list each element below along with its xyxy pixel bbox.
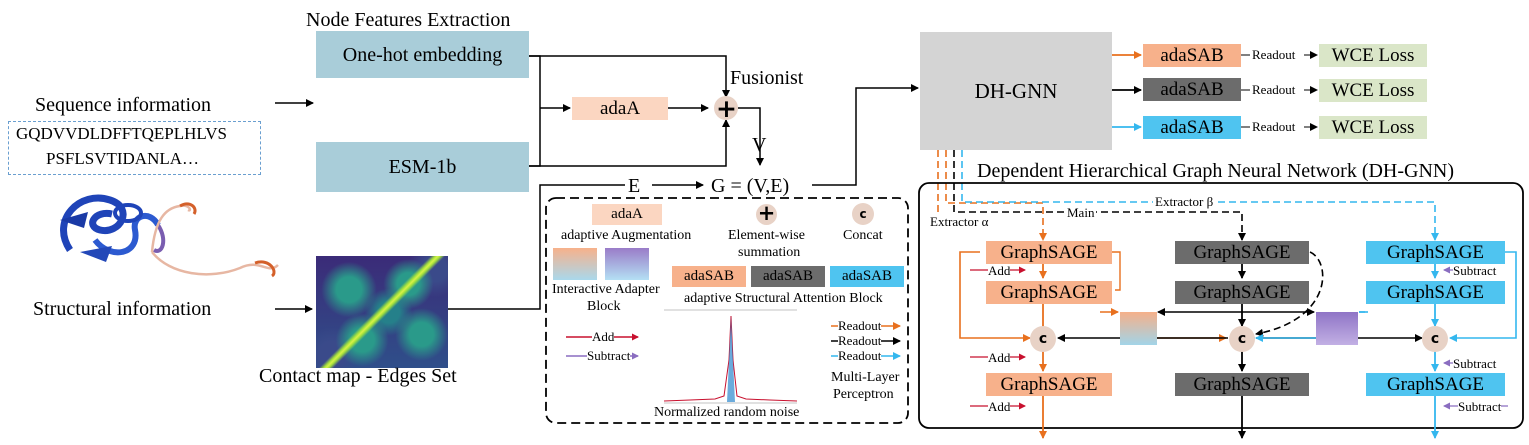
legend-adaA-box: adaA [592,204,662,225]
adapter-block-right [1316,312,1358,345]
fusion-label: Fusionist [730,67,804,89]
sequence-box [8,121,261,175]
legend-adasab-cyan: adaSAB [830,266,904,287]
legend-add-label: Add [592,329,615,344]
contact-map-label: Contact map - Edges Set [259,365,457,387]
concat-icon-right: c [1422,326,1448,352]
contact-map-image [316,256,448,368]
fusion-sum-icon [714,96,738,120]
output-loss-2: WCE Loss [1319,79,1427,102]
output-readout-3: Readout [1252,119,1296,134]
sequence-label: Sequence information [35,94,212,116]
graphsage-cyan-2: GraphSAGE [1366,281,1505,304]
legend-readout-1: Readout [838,318,882,333]
legend-sum-desc-2: summation [738,245,801,260]
structure-label: Structural information [33,298,212,320]
graphsage-main-2: GraphSAGE [1175,281,1309,304]
concat-icon-left: c [1030,326,1056,352]
legend-mlp-desc-2: Perceptron [833,387,894,402]
e-label: E [628,175,641,197]
output-adasab-2: adaSAB [1143,78,1241,101]
graphsage-orange-1: GraphSAGE [986,241,1112,264]
legend-readout-3: Readout [838,348,882,363]
esm-box: ESM-1b [316,142,529,192]
dhgnn-box: DH-GNN [920,32,1112,150]
subtract-label-1: Subtract [1453,263,1497,278]
onehot-embedding-box: One-hot embedding [316,31,529,78]
graph-label: G = (V,E) [711,175,790,197]
subtract-label-2: Subtract [1453,356,1497,371]
sequence-line-1: GQDVVDLDFFTQEPLHLVS [16,124,227,143]
legend-concat-icon: c [852,203,874,225]
fusion-plus: + [716,94,737,123]
legend-noise-label: Normalized random noise [654,405,800,420]
legend-plus: + [757,201,776,225]
protein-structure-image [60,194,279,278]
graphsage-orange-3: GraphSAGE [986,373,1112,396]
legend-sum-desc-1: Element-wise [728,228,805,243]
subtract-label-3: Subtract [1458,399,1502,414]
add-label-3: Add [988,399,1011,414]
legend-sum-icon [756,204,777,225]
main-label: Main [1065,205,1097,220]
add-label-1: Add [988,263,1011,278]
legend-readout-2: Readout [838,333,882,348]
graphsage-cyan-3: GraphSAGE [1366,373,1505,396]
legend-adapter-swatch-1 [553,248,597,280]
legend-adaA-desc: adaptive Augmentation [561,228,692,243]
output-adasab-3: adaSAB [1143,116,1241,139]
graphsage-main-1: GraphSAGE [1175,241,1309,264]
legend-adasab-gray: adaSAB [751,266,825,287]
output-readout-1: Readout [1252,47,1296,62]
legend-adapter-desc-2: Block [587,299,621,314]
sequence-line-2: PSFLSVTIDANLA… [46,149,200,168]
output-readout-2: Readout [1252,82,1296,97]
output-adasab-1: adaSAB [1143,44,1241,67]
node-features-title: Node Features Extraction [306,9,511,31]
legend-adasab-orange: adaSAB [672,266,746,287]
dhgnn-title: Dependent Hierarchical Graph Neural Netw… [977,160,1455,182]
legend-concat-desc: Concat [843,228,883,243]
v-label: V [752,134,767,156]
adapter-block-left [1120,312,1157,345]
legend-adapter-swatch-2 [605,248,649,280]
output-loss-3: WCE Loss [1319,116,1427,139]
extractor-alpha-label: Extractor α [928,214,991,229]
add-label-2: Add [988,350,1011,365]
output-loss-1: WCE Loss [1319,44,1427,67]
legend-sab-desc: adaptive Structural Attention Block [684,291,883,306]
graphsage-orange-2: GraphSAGE [986,281,1112,304]
graphsage-main-3: GraphSAGE [1175,373,1309,396]
concat-icon-middle: c [1229,326,1255,352]
legend-adapter-desc-1: Interactive Adapter [552,282,660,297]
legend-subtract-label: Subtract [587,348,631,363]
extractor-beta-label: Extractor β [1153,194,1216,209]
adaA-box: adaA [572,97,668,120]
graphsage-cyan-1: GraphSAGE [1366,241,1505,264]
legend-mlp-desc-1: Multi-Layer [831,370,900,385]
